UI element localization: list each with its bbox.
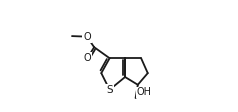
Text: O: O [83,32,91,42]
Text: O: O [84,53,91,63]
Text: OH: OH [136,87,151,97]
Text: S: S [106,85,113,95]
